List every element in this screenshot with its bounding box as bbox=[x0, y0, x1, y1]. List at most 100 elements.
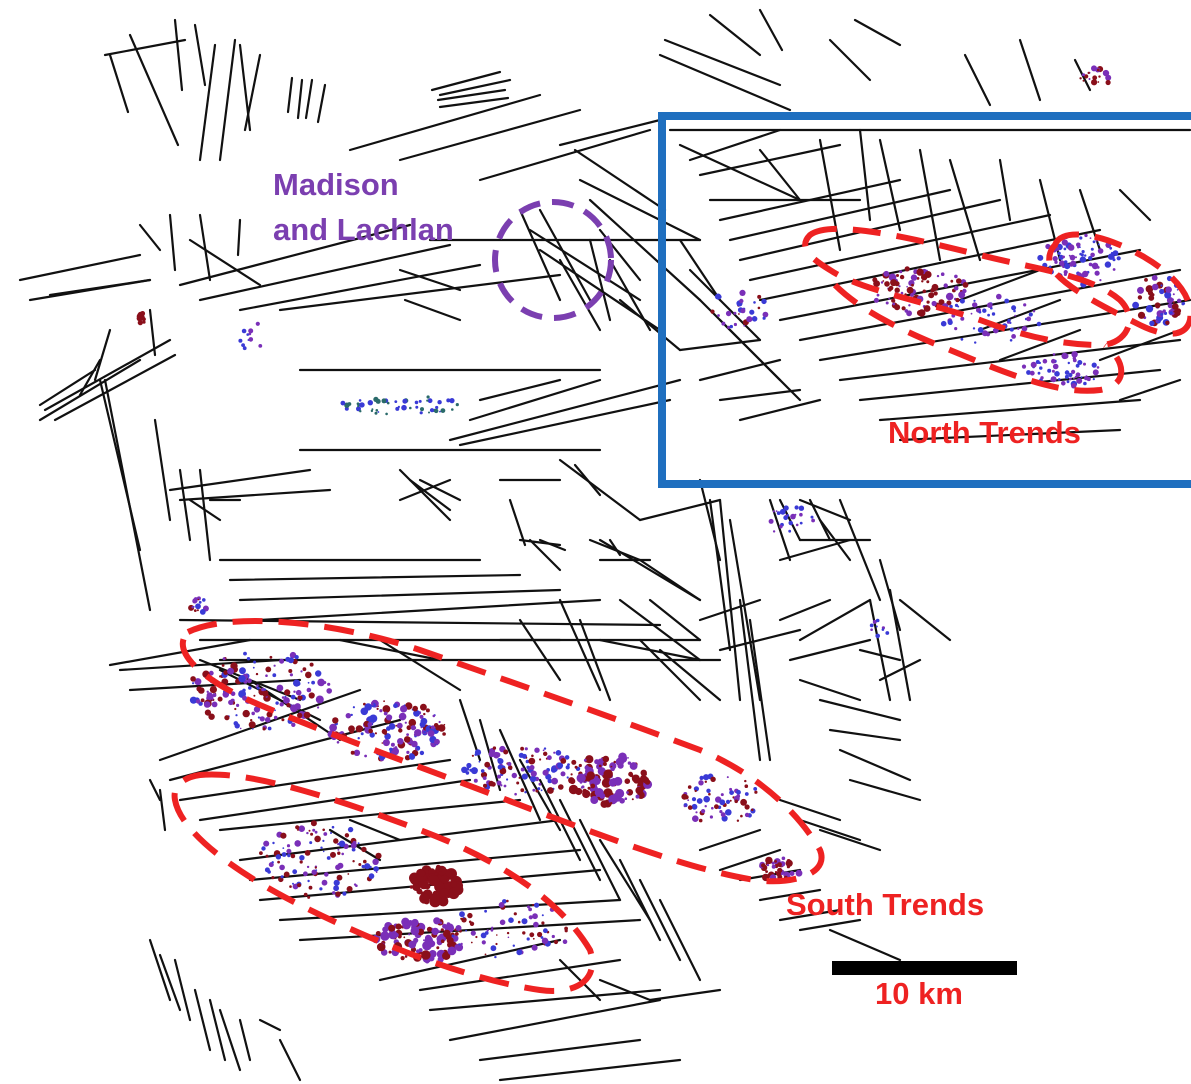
data-point bbox=[1052, 363, 1059, 370]
data-point bbox=[344, 833, 350, 838]
data-point bbox=[376, 942, 386, 952]
data-point bbox=[497, 758, 504, 765]
data-point bbox=[246, 657, 251, 661]
lineament-segment bbox=[408, 478, 452, 512]
data-point bbox=[566, 776, 569, 779]
data-point bbox=[565, 765, 570, 770]
data-point bbox=[409, 885, 414, 889]
lineament-segment bbox=[538, 538, 567, 552]
lineament-segment bbox=[708, 498, 732, 652]
data-point bbox=[458, 943, 461, 946]
lineament-segment bbox=[278, 273, 562, 312]
data-point bbox=[320, 846, 323, 849]
data-point bbox=[385, 720, 388, 723]
lineament-segment bbox=[304, 78, 314, 120]
data-point bbox=[368, 873, 375, 879]
data-point bbox=[189, 696, 198, 704]
data-point bbox=[568, 784, 579, 795]
data-point bbox=[555, 750, 562, 756]
lineament-segment bbox=[768, 498, 792, 562]
data-point bbox=[627, 761, 632, 765]
lineament-segment bbox=[618, 858, 662, 942]
data-point bbox=[1098, 75, 1101, 78]
data-point bbox=[960, 337, 964, 341]
data-point bbox=[692, 815, 699, 822]
data-point bbox=[344, 402, 350, 408]
data-point bbox=[436, 946, 440, 950]
data-point bbox=[324, 872, 329, 877]
lineament-segment bbox=[718, 388, 802, 402]
data-point bbox=[541, 914, 544, 917]
data-point bbox=[535, 789, 539, 793]
data-point bbox=[142, 320, 146, 324]
data-point bbox=[402, 398, 408, 404]
data-point bbox=[1086, 376, 1091, 382]
data-point bbox=[550, 767, 557, 773]
data-point bbox=[1088, 78, 1091, 80]
data-point bbox=[739, 289, 746, 296]
data-point bbox=[294, 703, 301, 710]
data-point bbox=[357, 404, 360, 408]
scale-bar-label: 10 km bbox=[875, 976, 963, 1011]
data-point bbox=[422, 940, 432, 951]
data-point bbox=[590, 796, 599, 804]
lineament-segment bbox=[698, 598, 762, 622]
data-point bbox=[1164, 291, 1172, 299]
lineament-segment bbox=[828, 728, 902, 742]
lineament-segment bbox=[193, 988, 212, 1052]
data-point bbox=[350, 750, 355, 755]
data-point bbox=[530, 770, 537, 777]
data-point bbox=[891, 298, 896, 303]
data-point bbox=[786, 859, 791, 863]
data-point bbox=[331, 825, 335, 829]
data-point bbox=[890, 279, 898, 287]
data-point bbox=[991, 312, 996, 316]
data-point bbox=[1085, 375, 1088, 378]
data-point bbox=[1160, 284, 1163, 287]
data-point bbox=[757, 294, 762, 299]
data-point bbox=[419, 750, 425, 756]
lineament-segment bbox=[638, 558, 702, 602]
data-point bbox=[1079, 77, 1082, 80]
data-point bbox=[1097, 81, 1100, 83]
data-point bbox=[736, 819, 740, 822]
data-point bbox=[219, 675, 222, 678]
lineament-segment bbox=[498, 728, 542, 822]
data-point bbox=[777, 867, 783, 873]
data-point bbox=[253, 660, 257, 664]
lineament-segment bbox=[258, 1018, 282, 1032]
data-point bbox=[916, 277, 920, 280]
data-point bbox=[1088, 256, 1093, 261]
lineament-segment bbox=[638, 878, 682, 962]
data-point bbox=[528, 907, 532, 912]
data-point bbox=[691, 803, 698, 810]
data-point bbox=[1079, 236, 1083, 240]
data-point bbox=[1014, 314, 1016, 317]
data-point bbox=[391, 747, 399, 756]
data-point bbox=[374, 411, 378, 415]
data-point bbox=[314, 830, 318, 834]
lineament-segment bbox=[428, 988, 662, 1012]
data-point bbox=[480, 932, 487, 939]
lineament-segment bbox=[403, 298, 462, 322]
lineament-segment bbox=[478, 1038, 642, 1062]
data-point bbox=[282, 847, 285, 849]
data-point bbox=[1151, 283, 1159, 291]
data-point bbox=[437, 400, 442, 405]
data-point bbox=[336, 741, 340, 744]
data-point bbox=[906, 310, 912, 317]
data-point bbox=[1176, 289, 1179, 291]
data-point bbox=[720, 812, 726, 818]
data-point bbox=[389, 747, 393, 752]
data-point bbox=[783, 505, 789, 511]
data-point bbox=[772, 530, 776, 533]
data-point bbox=[1172, 303, 1179, 310]
data-point bbox=[395, 406, 400, 411]
lineament-segment bbox=[718, 848, 782, 872]
data-point bbox=[1144, 278, 1148, 282]
data-point bbox=[357, 737, 360, 740]
data-point bbox=[875, 618, 880, 623]
data-point bbox=[337, 851, 341, 855]
lineament-segment bbox=[168, 468, 312, 492]
data-point bbox=[424, 934, 432, 942]
